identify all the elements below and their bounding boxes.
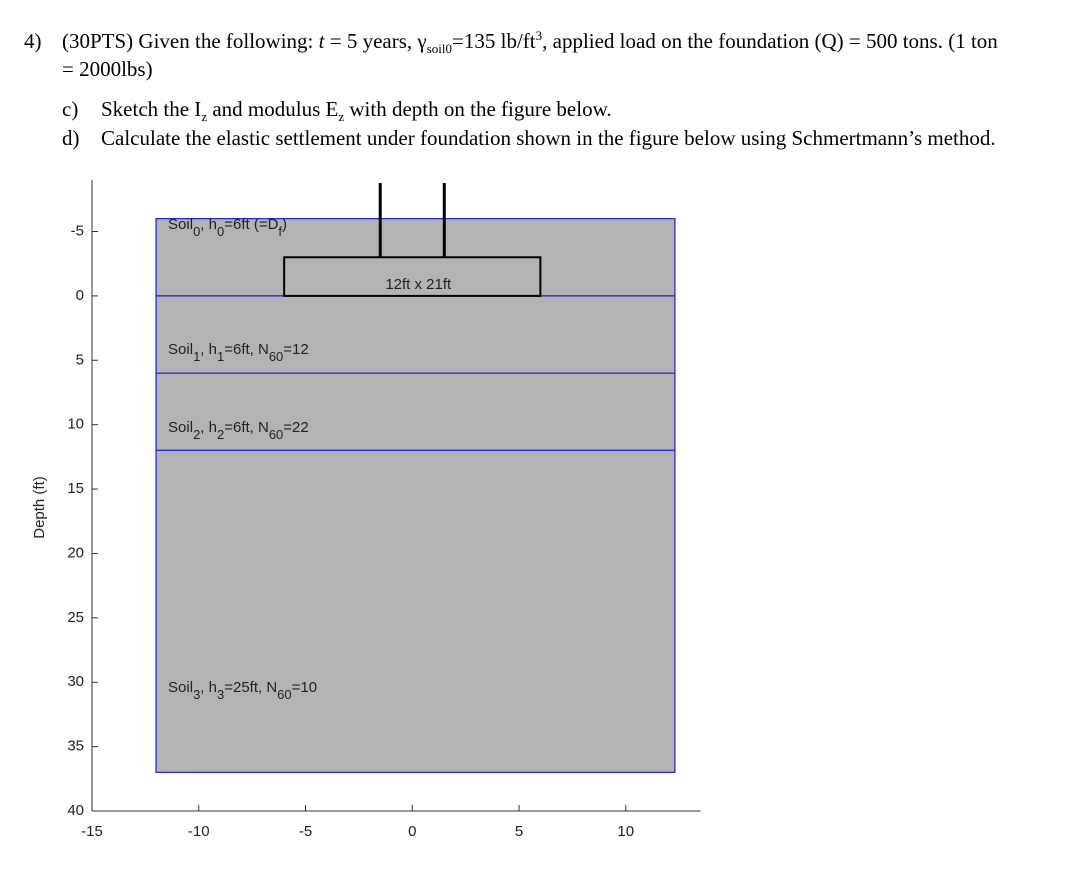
text-run: = 5 years, γ xyxy=(324,29,427,53)
label-run: =6ft (=D xyxy=(224,216,278,233)
text-run: =135 lb/ft xyxy=(452,29,536,53)
soil-layer xyxy=(155,449,676,774)
task-label: c) xyxy=(62,97,79,121)
soil-layer xyxy=(155,295,676,374)
task: d) Calculate the elastic settlement unde… xyxy=(62,124,998,152)
text-run: soil0 xyxy=(426,41,453,57)
x-tick-label: 5 xyxy=(515,823,523,840)
label-run: =22 xyxy=(283,419,308,436)
label-run: 1 xyxy=(193,349,200,364)
y-tick-label: 0 xyxy=(76,287,84,304)
label-run: =12 xyxy=(283,341,308,358)
text-run: z xyxy=(201,109,208,125)
y-axis-label: Depth (ft) xyxy=(31,476,48,539)
label-run: Soil xyxy=(168,419,193,436)
layer-label: Soil1, h1=6ft, N60=12 xyxy=(168,341,309,364)
label-run: ) xyxy=(282,216,287,233)
y-tick-label: 35 xyxy=(67,738,84,755)
label-run: 2 xyxy=(217,427,224,442)
x-tick-label: -10 xyxy=(188,823,210,840)
task-text: Sketch the Iz and modulus Ez with depth … xyxy=(101,95,998,123)
x-tick-label: -15 xyxy=(81,823,103,840)
text-run: with depth on the figure below. xyxy=(344,97,612,121)
label-run: 60 xyxy=(269,427,283,442)
y-tick-label: 25 xyxy=(67,609,84,626)
question-text: (30PTS) Given the following: t = 5 years… xyxy=(62,27,1014,83)
y-tick-label: 40 xyxy=(67,802,84,819)
layer-label: Soil0, h0=6ft (=Df) xyxy=(168,216,287,239)
x-tick-label: -5 xyxy=(299,823,312,840)
x-tick-label: 10 xyxy=(617,823,634,840)
task: c) Sketch the Iz and modulus Ez with dep… xyxy=(62,95,998,123)
label-run: 2 xyxy=(193,427,200,442)
label-run: 3 xyxy=(193,687,200,702)
layer-label: Soil2, h2=6ft, N60=22 xyxy=(168,419,309,442)
y-tick-label: 15 xyxy=(67,480,84,497)
label-run: =10 xyxy=(292,679,317,696)
footing xyxy=(283,256,542,297)
label-run: Soil xyxy=(168,216,193,233)
label-run: 0 xyxy=(193,224,200,239)
label-run: Soil xyxy=(168,341,193,358)
y-tick-label: 5 xyxy=(76,351,84,368)
label-run: , h xyxy=(200,419,217,436)
label-run: 60 xyxy=(277,687,291,702)
label-run: 1 xyxy=(217,349,224,364)
label-run: , h xyxy=(200,341,217,358)
y-tick-label: 30 xyxy=(67,673,84,690)
footing-label: 12ft x 21ft xyxy=(385,276,452,293)
text-run: t xyxy=(318,29,325,53)
label-run: =25ft, N xyxy=(224,679,277,696)
label-run: 0 xyxy=(217,224,224,239)
y-tick-label: 10 xyxy=(67,416,84,433)
label-run: Soil xyxy=(168,679,193,696)
task-text: Calculate the elastic settlement under f… xyxy=(101,124,998,152)
text-run: Calculate the elastic settlement under f… xyxy=(101,126,996,150)
label-run: , h xyxy=(200,679,217,696)
text-run: and modulus E xyxy=(207,97,339,121)
soil-layer xyxy=(155,372,676,452)
label-run: , h xyxy=(200,216,217,233)
text-run: z xyxy=(338,109,345,125)
label-run: 3 xyxy=(217,687,224,702)
task-label: d) xyxy=(62,126,80,150)
label-run: f xyxy=(278,224,282,239)
label-run: 60 xyxy=(269,349,283,364)
x-tick-label: 0 xyxy=(408,823,416,840)
label-run: =6ft, N xyxy=(224,419,269,436)
text-run: 3 xyxy=(535,28,543,43)
question-number: 4) xyxy=(24,29,42,53)
text-run: , applied load on the foundation (Q) = 5… xyxy=(62,29,998,81)
y-tick-label: 20 xyxy=(67,544,84,561)
y-tick-label: -5 xyxy=(71,222,84,239)
label-run: =6ft, N xyxy=(224,341,269,358)
text-run: (30PTS) Given the following: xyxy=(62,29,319,53)
text-run: Sketch the I xyxy=(101,97,202,121)
question: 4) (30PTS) Given the following: t = 5 ye… xyxy=(24,27,1014,83)
layer-label: Soil3, h3=25ft, N60=10 xyxy=(168,679,317,702)
